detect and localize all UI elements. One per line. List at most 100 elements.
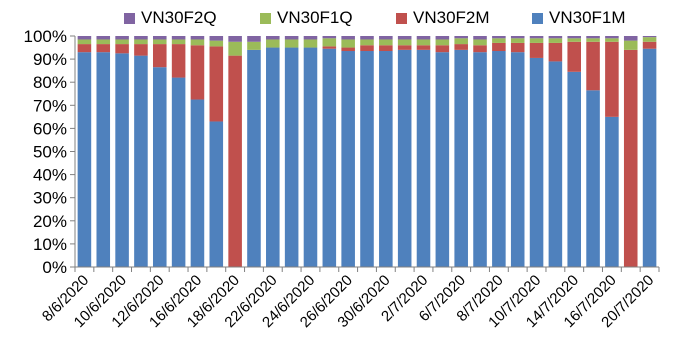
bar-segment-vn30f1q [190,39,205,46]
bar-segment-vn30f2q [322,36,337,39]
bar-segment-vn30f1m [379,51,393,268]
bar-segment-vn30f1q [623,40,638,50]
bar-segment-vn30f2m [152,44,167,68]
bar-segment-vn30f2m [473,45,487,53]
bar-segment-vn30f2q [435,36,450,40]
bar-segment-vn30f2q [115,36,129,40]
legend-swatch [124,12,135,24]
bar-segment-vn30f1q [454,38,468,45]
bar-segment-vn30f1q [284,39,299,48]
legend-label: VN30F2Q [141,8,217,27]
bar-segment-vn30f2m [567,41,581,72]
bar-segment-vn30f2q [623,36,638,41]
bar-segment-vn30f1m [586,90,600,267]
bar-segment-vn30f2q [605,36,619,39]
bar-segment-vn30f1q [247,41,261,50]
bar-segment-vn30f1m [473,52,487,267]
bar-segment-vn30f2q [548,36,563,39]
bar-segment-vn30f1q [115,39,129,45]
bar-segment-vn30f1q [548,38,563,43]
bar-segment-vn30f2m [379,45,393,52]
bar-segment-vn30f1m [454,49,468,267]
bar-segment-vn30f1q [416,39,431,46]
bar-segment-vn30f1q [77,39,92,45]
bar-segment-vn30f1m [567,71,581,267]
bar-segment-vn30f2q [77,36,92,40]
y-tick-label: 70% [33,96,67,115]
bar-segment-vn30f2q [152,36,167,40]
y-tick-label: 0% [42,258,67,277]
bar-segment-vn30f2m [322,46,337,49]
bar-segment-vn30f1q [435,39,450,46]
bar-segment-vn30f2m [209,46,224,122]
bar-segment-vn30f2q [473,36,487,40]
bar-segment-vn30f1m [284,47,299,267]
bar-segment-vn30f1m [529,57,544,267]
bar-segment-vn30f1q [510,38,525,43]
y-axis: 0% 10% 20% 30% 40% 50% 60% 70% 80% 90% 100% [24,27,76,277]
bar-segment-vn30f1q [209,40,224,47]
bar-segment-vn30f2q [247,36,261,42]
bar-segment-vn30f1q [171,39,186,45]
bar-segment-vn30f2m [134,44,148,56]
bar-segment-vn30f1m [171,77,186,267]
bar-segment-vn30f1m [492,51,506,268]
bar-segment-vn30f1m [303,47,318,267]
bar-segment-vn30f2m [77,44,92,53]
legend-item-vn30f2q: VN30F2Q [124,7,217,29]
bar-segment-vn30f2q [171,36,186,40]
bar-segment-vn30f2m [416,45,431,50]
bar-segment-vn30f1m [115,53,129,267]
bar-segment-vn30f2q [209,36,224,41]
bar-segment-vn30f2q [96,36,111,40]
bar-segment-vn30f1q [586,38,600,42]
bar-segment-vn30f1m [397,49,412,267]
bar-segment-vn30f2q [134,36,148,40]
bar-segment-vn30f1q [567,38,581,42]
legend-item-vn30f1m: VN30F1M [532,7,626,29]
bar-segment-vn30f2m [642,41,657,49]
bar-segment-vn30f2m [492,42,506,52]
legend-label: VN30F2M [413,8,490,27]
legend-label: VN30F1M [549,8,626,27]
bar-segment-vn30f2q [642,36,657,38]
bar-segment-vn30f1q [379,39,393,46]
bar-segment-vn30f1m [548,61,563,267]
bar-segment-vn30f1q [397,39,412,46]
bar-segment-vn30f1m [642,48,657,268]
bar-segment-vn30f1m [134,55,148,267]
y-tick-label: 80% [33,73,67,92]
bar-segment-vn30f2m [435,45,450,53]
bar-segment-vn30f1m [152,67,167,267]
bar-segment-vn30f1q [341,39,355,48]
bar-segment-vn30f1m [435,52,450,267]
bar-segment-vn30f2q [529,36,544,39]
legend-swatch [532,12,543,24]
bar-segment-vn30f1q [605,38,619,42]
bar-segment-vn30f2q [266,36,280,40]
bar-segment-vn30f1m [322,48,337,268]
bar-segment-vn30f1m [266,47,280,267]
bar-segment-vn30f1m [341,51,355,268]
y-tick-label: 20% [33,212,67,231]
bar-segment-vn30f1m [416,49,431,267]
bar-segment-vn30f1q [360,39,374,46]
bar-segment-vn30f2q [360,36,374,40]
bar-segment-vn30f2m [228,55,242,267]
bar-segment-vn30f2q [303,36,318,40]
bar-segment-vn30f1q [303,39,318,48]
bar-segment-vn30f1m [360,51,374,268]
bar-segment-vn30f1q [492,38,506,43]
bar-segment-vn30f2q [228,36,242,42]
bar-segment-vn30f1m [510,52,525,267]
bar-segment-vn30f2q [567,36,581,39]
y-tick-label: 50% [33,143,67,162]
x-axis: 8/6/202010/6/202012/6/202016/6/202018/6/… [39,266,660,331]
bars-layer [77,36,657,268]
bar-segment-vn30f2m [96,44,111,53]
bar-segment-vn30f2m [510,42,525,53]
bar-segment-vn30f2q [416,36,431,40]
bar-segment-vn30f1q [228,41,242,56]
legend-item-vn30f2m: VN30F2M [396,7,490,29]
